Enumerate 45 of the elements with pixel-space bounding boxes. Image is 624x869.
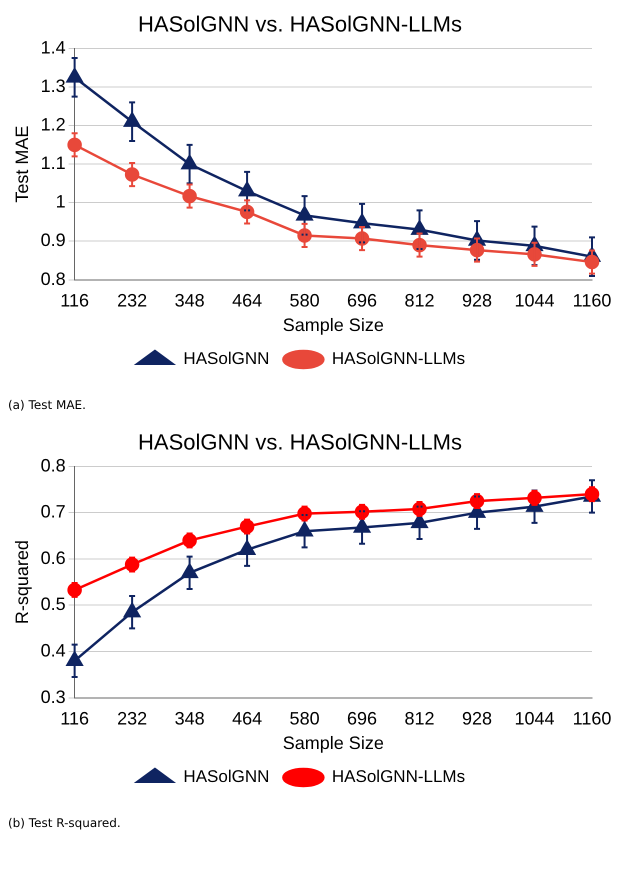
y-tick-label: 0.8 [40, 455, 66, 476]
x-tick-label: 1044 [514, 708, 555, 729]
x-tick-label: 232 [117, 708, 148, 729]
x-tick-label: 812 [404, 708, 435, 729]
y-tick-label: 0.4 [40, 640, 66, 660]
y-tick-label: 1.3 [40, 76, 66, 96]
x-tick-label: 1160 [572, 708, 612, 729]
x-tick-label: 464 [232, 290, 262, 311]
y-tick-label: 1.4 [40, 37, 66, 58]
legend-label: HASolGNN [183, 767, 270, 786]
y-tick-label: 0.3 [40, 686, 66, 707]
y-tick-label: 1 [56, 192, 66, 212]
x-tick-label: 696 [347, 290, 378, 311]
y-axis-title: R-squared [12, 540, 32, 624]
y-tick-label: 1.2 [40, 114, 66, 134]
y-tick-label: 0.8 [40, 268, 66, 289]
legend-label: HASolGNN-LLMs [332, 349, 466, 368]
x-tick-label: 580 [290, 708, 320, 729]
x-tick-label: 116 [60, 290, 89, 311]
y-tick-label: 0.7 [40, 502, 66, 522]
x-tick-label: 464 [232, 708, 262, 729]
y-tick-label: 0.5 [40, 594, 66, 614]
x-tick-label: 232 [117, 290, 148, 311]
x-tick-label: 1160 [572, 290, 612, 311]
x-tick-label: 928 [462, 708, 492, 729]
x-tick-label: 116 [60, 708, 89, 729]
y-tick-label: 1.1 [40, 153, 66, 174]
x-axis-title: Sample Size [282, 315, 384, 336]
y-tick-label: 0.9 [40, 230, 66, 250]
y-tick-label: 0.6 [40, 548, 66, 568]
x-axis-title: Sample Size [282, 733, 384, 754]
chart-title: HASolGNN vs. HASolGNN-LLMs [138, 429, 462, 454]
legend-label: HASolGNN-LLMs [332, 767, 466, 786]
chart-title: HASolGNN vs. HASolGNN-LLMs [138, 11, 462, 36]
y-axis-title: Test MAE [12, 126, 32, 203]
x-tick-label: 928 [462, 290, 492, 311]
text: (b) Test R-squared. [8, 816, 122, 830]
x-tick-label: 1044 [514, 290, 555, 311]
x-tick-label: 348 [174, 708, 205, 729]
x-tick-label: 580 [290, 290, 320, 311]
x-tick-label: 812 [404, 290, 435, 311]
text: (a) Test MAE. [8, 398, 87, 412]
x-tick-label: 696 [347, 708, 378, 729]
x-tick-label: 348 [174, 290, 205, 311]
legend-label: HASolGNN [183, 349, 270, 368]
